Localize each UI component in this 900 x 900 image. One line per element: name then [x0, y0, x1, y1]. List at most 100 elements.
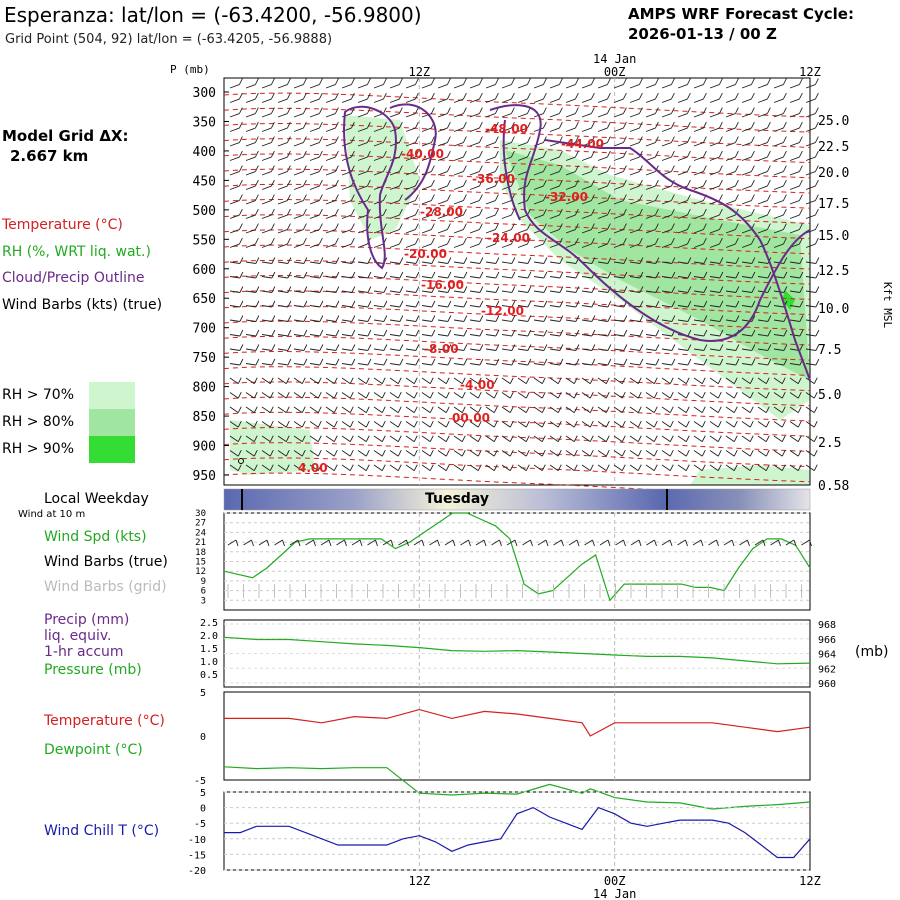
wind-barb [293, 406, 303, 414]
wind-barb-feather [415, 257, 420, 264]
wind-barb-feather [542, 165, 547, 172]
wind-barb-feather [767, 315, 772, 322]
wind-barb [661, 406, 671, 414]
wind-speed-tick-label: 15 [195, 558, 206, 568]
wind-barb [725, 185, 736, 190]
wind-barb [613, 214, 624, 219]
wind-barb-feather [510, 78, 515, 85]
wind-barb-true [258, 539, 268, 546]
wind-barb [549, 127, 560, 132]
wind-barb [533, 464, 543, 472]
wind-barb-feather [605, 464, 610, 471]
wind-barb [597, 435, 607, 443]
wind-barb [645, 113, 656, 118]
wind-barb-feather [687, 344, 692, 351]
wind-barb-feather [542, 223, 547, 230]
wind-barb [565, 435, 575, 443]
wind-barb [581, 156, 592, 161]
wind-barb [229, 214, 240, 219]
wind-barb-feather [398, 107, 403, 114]
wind-barb-feather [767, 344, 772, 351]
wind-barb [789, 334, 800, 337]
wind-barb-feather [383, 271, 388, 279]
wind-barb-feather [687, 300, 692, 308]
wind-barb-feather [717, 435, 722, 442]
wind-barb [693, 363, 704, 366]
wind-barb [261, 243, 272, 248]
wind-barb [309, 334, 320, 337]
wind-barb [677, 156, 688, 161]
wind-barb-feather [686, 121, 691, 129]
wind-barb-feather [383, 329, 388, 337]
wind-barb [757, 334, 768, 337]
wind-barb-feather [510, 208, 515, 216]
wind-barb [517, 421, 527, 428]
wind-barb [437, 84, 448, 89]
wind-barb-feather [495, 358, 500, 366]
wind-barb [757, 406, 767, 414]
wind-barb [677, 214, 688, 219]
pressure-line [223, 636, 811, 665]
wind-barb [485, 334, 496, 337]
wind-barb [325, 450, 335, 457]
wind-barb-feather [398, 208, 403, 216]
wind-barb-feather [717, 406, 722, 413]
wind-barb-feather [301, 464, 306, 471]
wind-barb [373, 450, 383, 457]
wind-barb-feather [511, 315, 516, 322]
wind-barb [725, 214, 736, 219]
wind-barb [373, 421, 383, 428]
wind-barb [725, 156, 736, 161]
wind-barb-feather [461, 406, 466, 413]
wind-barb-feather [478, 194, 483, 201]
wind-barb-feather [718, 208, 723, 216]
wind-barb [245, 84, 256, 89]
wind-barb [437, 142, 448, 147]
wind-barb [805, 243, 816, 248]
wind-barb-feather [397, 420, 402, 428]
wind-barb [485, 98, 496, 103]
wind-barb [645, 421, 655, 428]
wind-barb [245, 214, 256, 219]
wind-barb-feather [334, 150, 339, 158]
wind-barb [341, 214, 352, 219]
wind-barb [325, 348, 336, 351]
wind-barb-feather [525, 377, 530, 384]
wind-barb [325, 98, 336, 103]
wind-barb-feather [798, 194, 803, 201]
wind-barb [405, 156, 416, 161]
legend-wind-10m: Wind at 10 m [18, 509, 86, 520]
wind-barb [773, 464, 783, 472]
wind-barb-feather [621, 377, 626, 384]
wind-barb-feather [399, 271, 404, 279]
wind-barb [549, 450, 559, 457]
wind-barb-feather [318, 92, 323, 100]
wind-barb-feather [638, 121, 643, 129]
wind-barb-feather [477, 377, 482, 384]
wind-barb-feather [397, 464, 402, 471]
wind-barb [725, 348, 736, 351]
wind-barb [629, 261, 640, 264]
wind-chill-tick-label: 5 [200, 788, 206, 799]
forecast-cycle-value: 2026-01-13 / 00 Z [628, 25, 777, 43]
wind-barb [789, 229, 800, 234]
wind-barb [757, 185, 768, 190]
wind-barb [293, 450, 303, 457]
wind-barb [709, 305, 720, 308]
wind-barb-feather [413, 435, 418, 442]
wind-barb-feather [590, 92, 595, 100]
wind-barb-true [801, 539, 810, 546]
wind-barb [485, 214, 496, 219]
wind-barb-feather [254, 136, 259, 143]
wind-barb-feather [687, 271, 692, 279]
wind-barb [533, 276, 544, 279]
wind-barb-feather [286, 136, 291, 143]
wind-barb [805, 363, 816, 366]
wind-barb-feather [751, 358, 756, 366]
wind-barb [341, 319, 352, 322]
wind-barb-feather [447, 358, 452, 366]
wind-barb-feather [254, 223, 259, 230]
wind-barb-feather [414, 121, 419, 129]
wind-barb [245, 348, 256, 351]
wind-barb-feather [366, 150, 371, 158]
